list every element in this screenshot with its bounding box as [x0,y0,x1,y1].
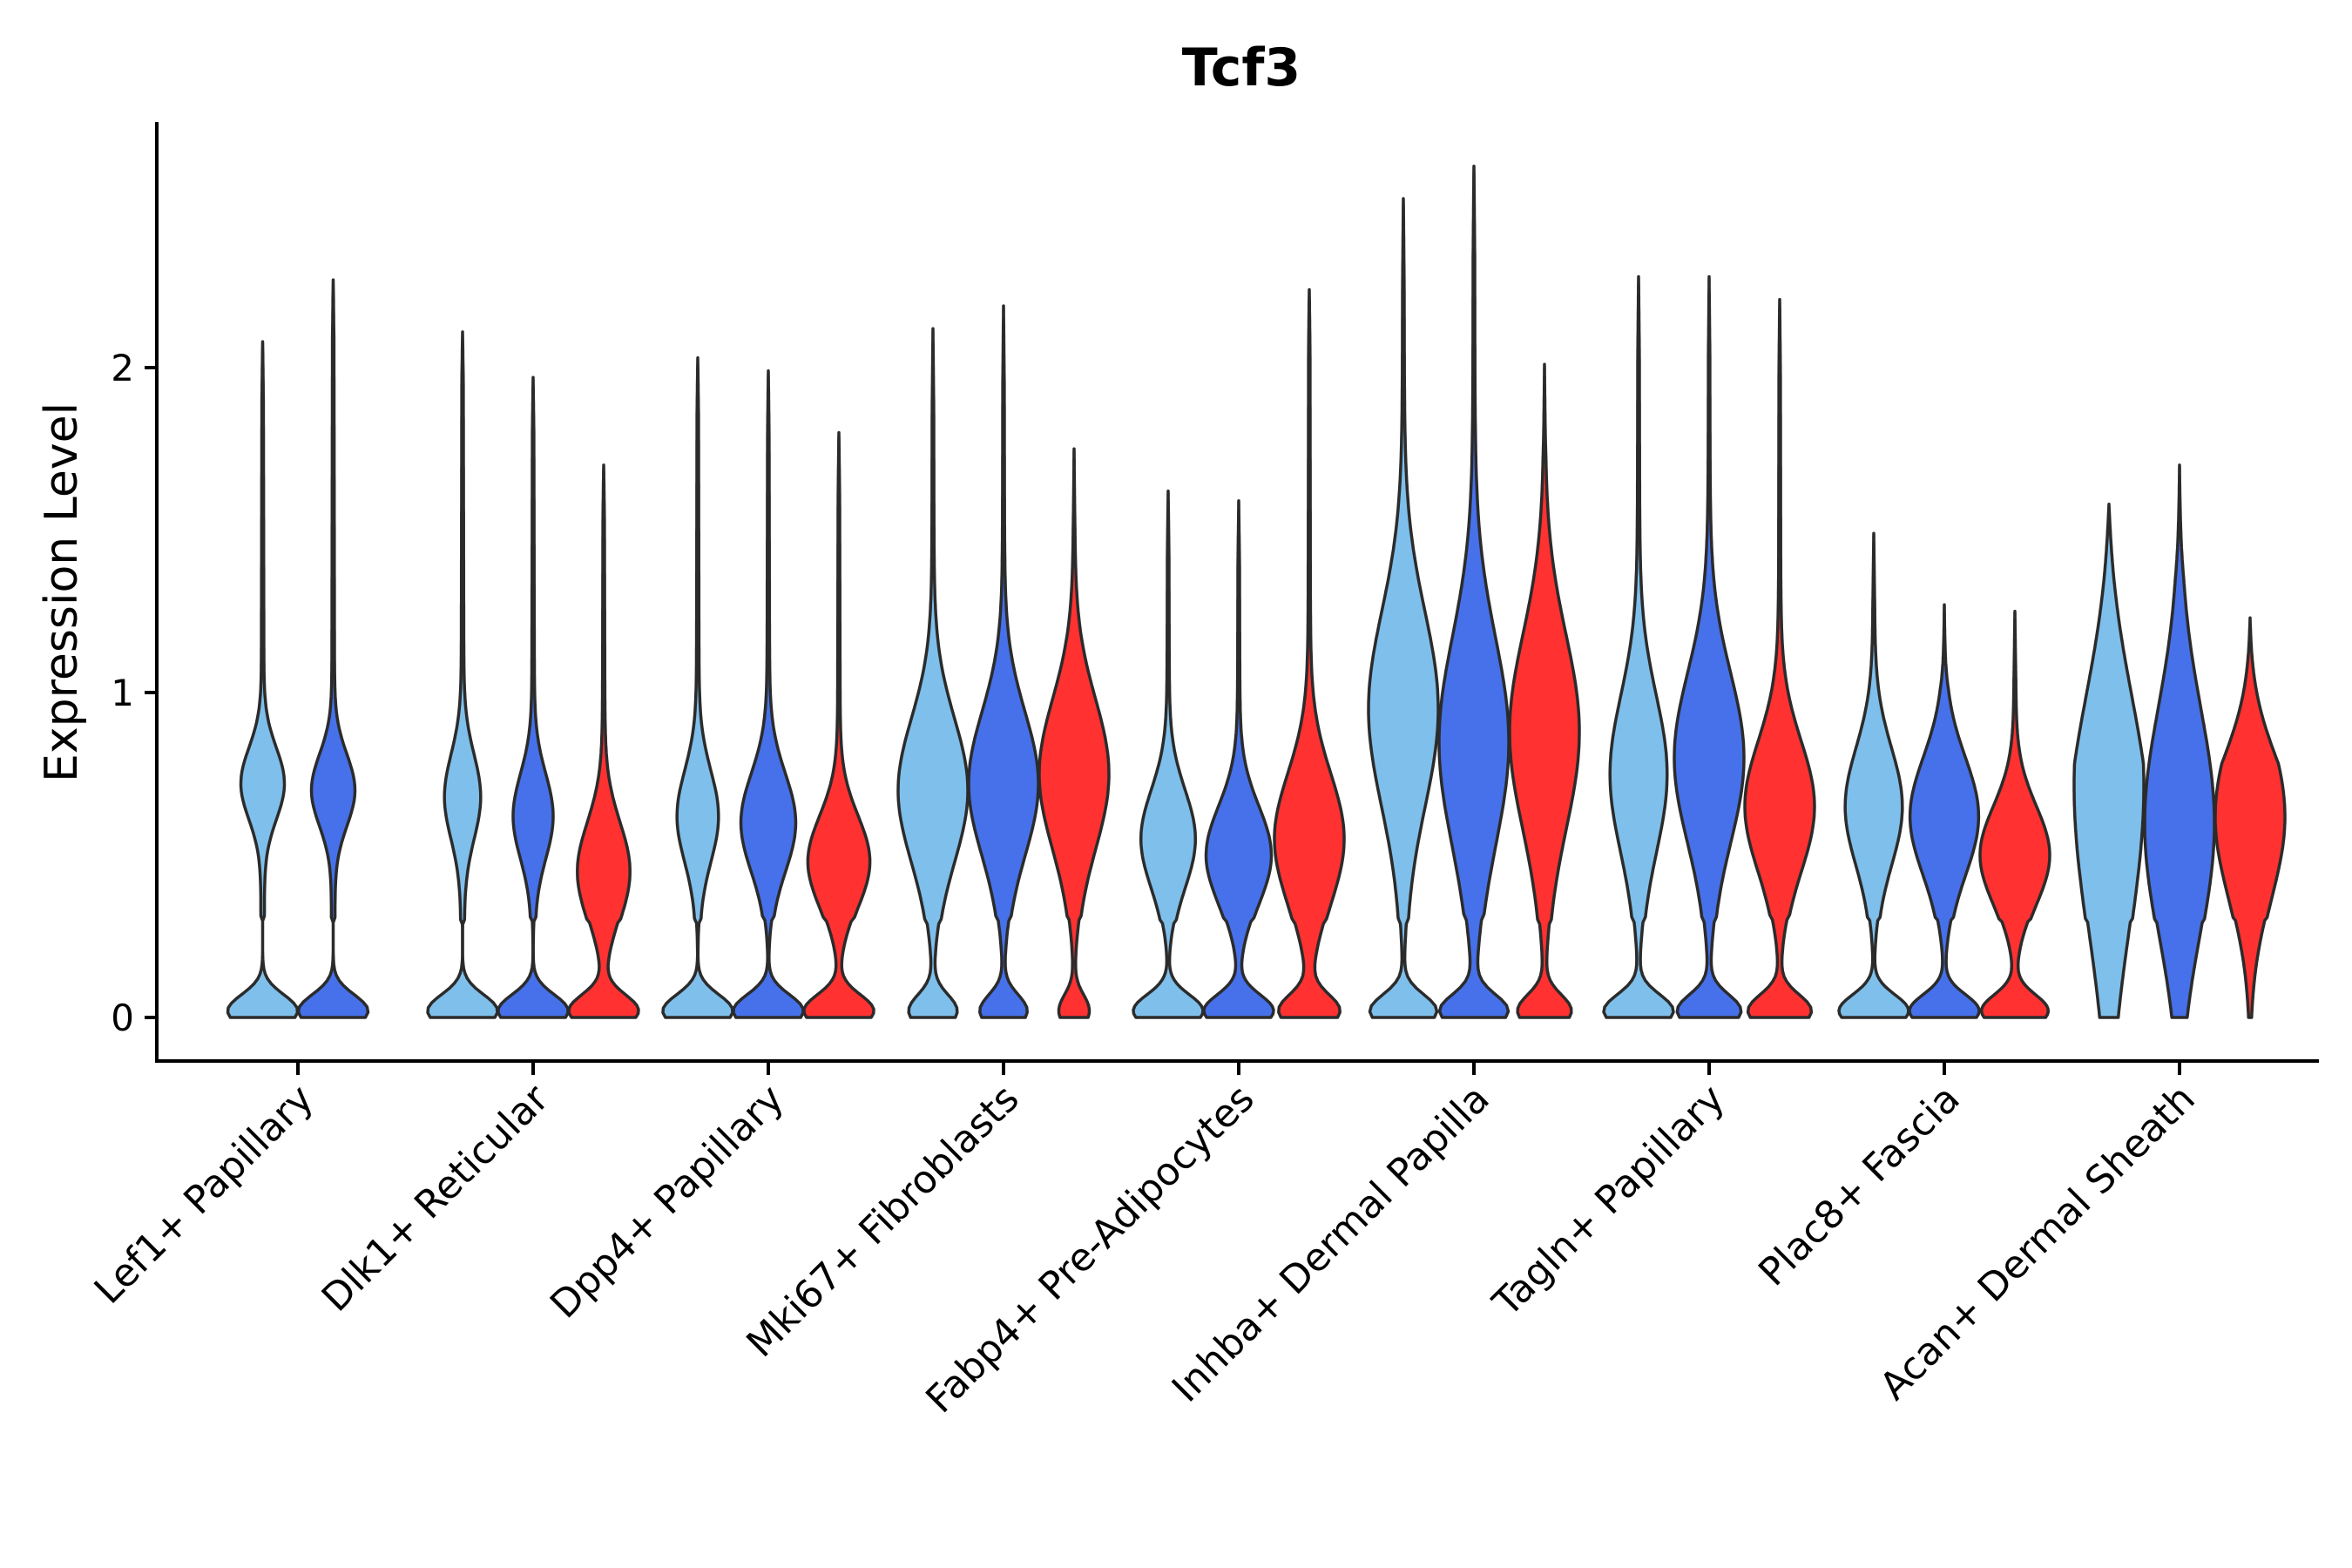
y-ticks: 0 1 2 [111,347,157,1039]
x-tick-label: Dpp4+ Papillary [542,1077,793,1328]
violin-4-3 [1037,447,1111,1019]
violin-5-3 [1273,287,1346,1019]
violin-7-2 [1673,274,1746,1019]
violin-1-2 [296,278,370,1019]
x-tick-label: Plac8+ Fascia [1750,1077,1969,1295]
violin-layer [226,164,2287,1019]
violin-4-2 [967,304,1040,1019]
violin-4-1 [896,327,970,1019]
violin-5-1 [1132,489,1205,1019]
y-tick-label: 0 [111,997,134,1039]
x-tick-label: Lef1+ Papillary [86,1077,322,1313]
violin-7-1 [1602,274,1675,1019]
violin-6-3 [1508,362,1581,1019]
violin-7-3 [1743,297,1816,1019]
x-tick-label: Tagln+ Papillary [1484,1077,1734,1326]
violin-9-2 [2143,463,2216,1019]
violin-8-1 [1837,531,1910,1019]
violin-2-2 [497,375,570,1019]
violin-3-3 [802,430,875,1019]
violin-9-1 [2072,502,2146,1019]
y-tick-label: 2 [111,347,134,389]
violin-8-2 [1908,603,1981,1019]
y-axis-label: Expression Level [36,402,88,782]
violin-6-1 [1367,197,1440,1019]
chart-title: Tcf3 [1182,37,1301,98]
violin-6-2 [1437,164,1511,1019]
violin-2-1 [426,330,499,1019]
violin-1-1 [226,340,300,1019]
x-tick-label: Dlk1+ Reticular [314,1076,558,1321]
violin-5-2 [1202,499,1275,1019]
violin-3-2 [732,368,805,1019]
violin-9-3 [2213,616,2287,1019]
y-tick-label: 1 [111,672,134,714]
violin-2-3 [567,463,640,1019]
violin-8-3 [1978,610,2051,1019]
violin-3-1 [661,356,734,1019]
